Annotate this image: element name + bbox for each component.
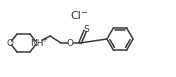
- Text: Cl: Cl: [71, 11, 81, 21]
- Text: NH: NH: [30, 38, 44, 48]
- Text: S: S: [83, 24, 89, 33]
- Text: O: O: [7, 38, 14, 48]
- Text: +: +: [42, 37, 48, 43]
- Text: O: O: [67, 38, 74, 48]
- Text: −: −: [80, 8, 87, 17]
